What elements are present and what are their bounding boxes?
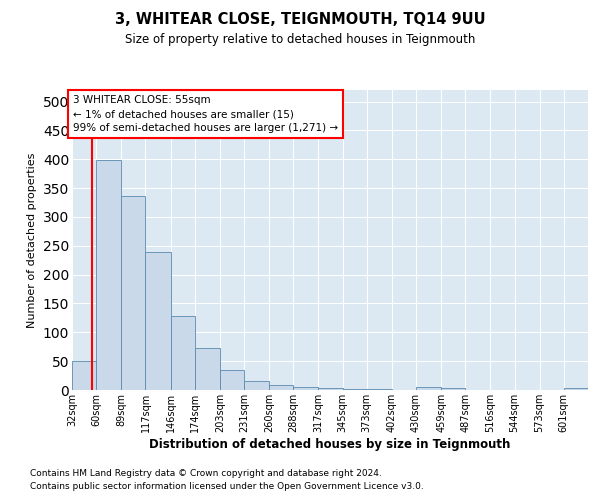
Bar: [343, 389, 367, 390]
Text: Size of property relative to detached houses in Teignmouth: Size of property relative to detached ho…: [125, 32, 475, 46]
Bar: [145, 252, 170, 390]
Bar: [441, 388, 465, 390]
Bar: [96, 160, 121, 390]
Y-axis label: Number of detached properties: Number of detached properties: [27, 152, 37, 328]
Bar: [72, 361, 96, 390]
Bar: [293, 387, 319, 390]
Text: Contains public sector information licensed under the Open Government Licence v3: Contains public sector information licen…: [30, 482, 424, 491]
Bar: [170, 316, 195, 390]
Bar: [564, 388, 588, 390]
X-axis label: Distribution of detached houses by size in Teignmouth: Distribution of detached houses by size …: [149, 438, 511, 450]
Bar: [244, 382, 269, 390]
Bar: [121, 196, 145, 390]
Text: 3, WHITEAR CLOSE, TEIGNMOUTH, TQ14 9UU: 3, WHITEAR CLOSE, TEIGNMOUTH, TQ14 9UU: [115, 12, 485, 28]
Bar: [319, 388, 343, 390]
Bar: [416, 387, 441, 390]
Bar: [220, 370, 244, 390]
Bar: [269, 386, 293, 390]
Text: 3 WHITEAR CLOSE: 55sqm
← 1% of detached houses are smaller (15)
99% of semi-deta: 3 WHITEAR CLOSE: 55sqm ← 1% of detached …: [73, 95, 338, 133]
Text: Contains HM Land Registry data © Crown copyright and database right 2024.: Contains HM Land Registry data © Crown c…: [30, 468, 382, 477]
Bar: [195, 348, 220, 390]
